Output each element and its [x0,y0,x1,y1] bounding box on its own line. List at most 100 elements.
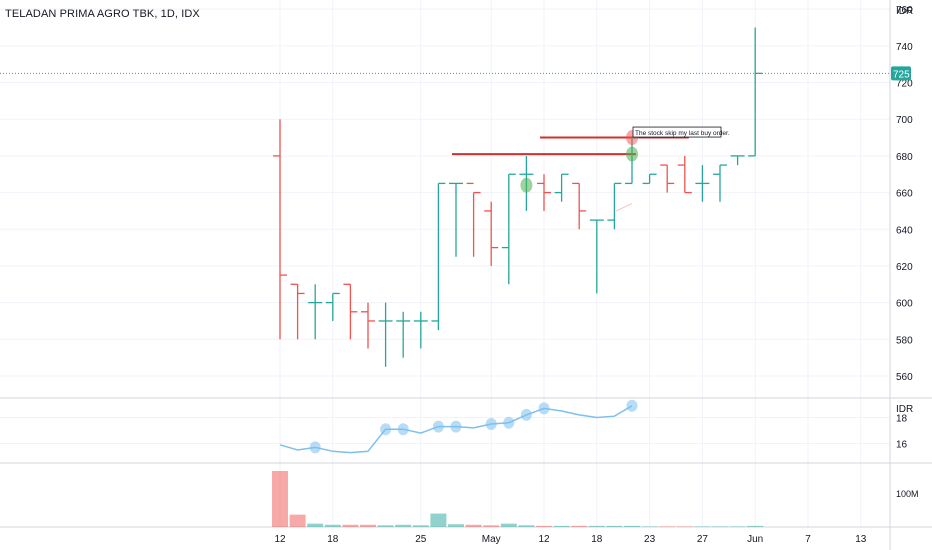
indicator-tick-label: 18 [896,414,908,425]
ohlc-bar [537,174,551,211]
time-tick-label: 7 [805,534,811,545]
indicator-marker [309,441,321,454]
ohlc-bar [677,155,692,194]
ohlc-bar [378,302,393,367]
volume-bar [676,526,693,527]
ohlc-bar [308,284,323,340]
volume-bar [430,513,447,527]
time-tick-label: 25 [415,534,427,545]
ohlc-bar [572,182,587,230]
volume-tick-label: 100M [896,489,919,499]
volume-bar [412,525,429,527]
ohlc-bar [589,219,604,294]
ohlc-bar [642,173,657,185]
price-tick-label: 560 [896,372,913,383]
indicator-marker [485,418,497,430]
price-axis-currency: IDR [896,6,913,17]
volume-bar [272,471,288,527]
volume-bar [712,526,728,527]
volume-bar [729,526,746,527]
volume-bar [606,525,623,527]
indicator-marker [432,420,444,433]
ohlc-bar [748,27,763,157]
volume-bar [360,524,376,527]
ohlc-bar [343,283,358,340]
indicator-axis-label: IDR [896,404,913,415]
price-tick-label: 740 [896,42,913,53]
volume-bar [624,525,640,527]
ohlc-bar [273,119,287,340]
price-tick-label: 640 [896,225,913,236]
price-tick-label: 620 [896,262,913,273]
indicator-marker [538,402,550,415]
indicator-marker [380,423,392,436]
ohlc-bar [660,164,675,193]
time-tick-label: 13 [855,534,867,545]
time-tick-label: 12 [538,534,550,545]
price-tick-label: 700 [896,115,913,126]
last-price-label: 725 [893,69,910,80]
volume-bar [448,524,464,527]
ohlc-bar [554,173,569,202]
price-tick-label: 760 [896,5,913,16]
annotation-callout: The stock skip my last buy order. [632,126,730,138]
volume-bar [747,525,764,527]
indicator-marker [520,408,532,421]
ohlc-bar [730,155,745,166]
ohlc-bar [713,164,727,202]
indicator-tick-label: 16 [896,440,908,451]
price-tick-label: 600 [896,299,913,310]
volume-bar [377,525,394,527]
volume-bar [518,525,535,527]
indicator-marker [503,416,515,429]
ohlc-bar [413,311,428,349]
volume-bar [483,525,500,527]
ohlc-bar [325,292,340,321]
price-tick-label: 660 [896,189,913,200]
chart-title: TELADAN PRIMA AGRO TBK, 1D, IDX [5,8,200,20]
ohlc-bar [484,201,499,266]
time-tick-label: 27 [697,534,709,545]
volume-bar [324,524,341,527]
volume-bar [571,525,588,527]
ohlc-bar [396,311,411,358]
ohlc-bar [466,182,481,257]
time-tick-label: 23 [644,534,656,545]
volume-bar [395,524,412,527]
volume-bar [342,524,359,527]
time-tick-label: 18 [591,534,603,545]
volume-bar [307,523,324,527]
price-tick-label: 580 [896,335,913,346]
volume-bar [553,525,570,527]
volume-bar [289,514,306,527]
last-price-badge [891,66,911,81]
ohlc-bar [431,182,446,331]
annotation-pointer [615,203,633,212]
volume-bar [465,524,482,527]
buy-marker [626,146,638,162]
volume-bar [694,526,711,527]
ohlc-bar [607,182,622,230]
volume-bar [588,525,605,527]
ohlc-bar [449,182,463,257]
annotation-text: The stock skip my last buy order. [635,130,730,137]
annotation-box [632,126,722,138]
ohlc-bar [695,165,710,202]
indicator-marker [397,423,409,436]
time-tick-label: Jun [747,534,763,545]
time-tick-label: 18 [327,534,339,545]
volume-bar [659,526,676,527]
volume-bar [500,523,517,527]
ohlc-bar [290,283,305,340]
buy-marker [520,177,533,193]
time-tick-label: 12 [274,534,286,545]
volume-bar [641,526,658,527]
volume-bar [536,525,552,527]
ohlc-bar [361,302,375,349]
time-tick-label: May [482,534,501,545]
price-tick-label: 680 [896,152,913,163]
indicator-marker [450,420,462,433]
indicator-marker [626,399,638,412]
price-tick-label: 720 [896,79,913,90]
